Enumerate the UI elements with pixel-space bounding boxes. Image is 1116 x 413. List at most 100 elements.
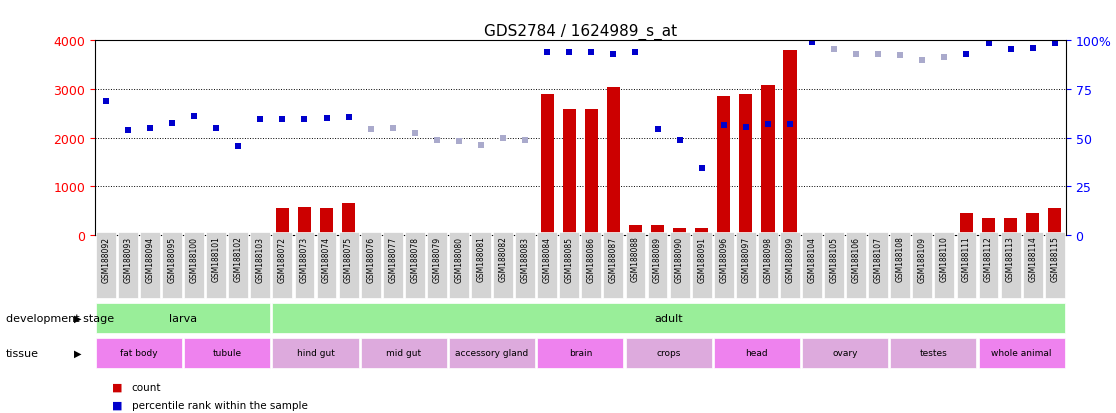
Bar <box>519 234 531 235</box>
Text: GSM188101: GSM188101 <box>212 236 221 282</box>
Text: GSM188103: GSM188103 <box>256 236 264 282</box>
FancyBboxPatch shape <box>250 233 270 299</box>
Text: GSM188112: GSM188112 <box>984 236 993 282</box>
Text: tissue: tissue <box>6 348 39 358</box>
Text: GSM188098: GSM188098 <box>763 236 772 282</box>
Text: GSM188113: GSM188113 <box>1007 236 1016 282</box>
Text: GSM188088: GSM188088 <box>631 236 639 282</box>
Text: ■: ■ <box>112 382 122 392</box>
Bar <box>872 234 885 235</box>
FancyBboxPatch shape <box>537 338 624 368</box>
Bar <box>386 234 400 235</box>
Bar <box>562 109 576 235</box>
FancyBboxPatch shape <box>162 233 182 299</box>
Text: GSM188102: GSM188102 <box>233 236 243 282</box>
FancyBboxPatch shape <box>516 233 535 299</box>
Text: fat body: fat body <box>121 349 157 358</box>
FancyBboxPatch shape <box>1001 233 1020 299</box>
FancyBboxPatch shape <box>360 233 381 299</box>
Text: GSM188106: GSM188106 <box>852 236 860 282</box>
FancyBboxPatch shape <box>96 233 116 299</box>
Bar <box>540 95 554 235</box>
Bar <box>673 228 686 235</box>
FancyBboxPatch shape <box>295 233 315 299</box>
FancyBboxPatch shape <box>317 233 337 299</box>
FancyBboxPatch shape <box>96 338 182 368</box>
Text: ovary: ovary <box>833 349 858 358</box>
FancyBboxPatch shape <box>493 233 513 299</box>
Bar <box>341 204 355 235</box>
FancyBboxPatch shape <box>449 338 535 368</box>
Text: GSM188108: GSM188108 <box>896 236 905 282</box>
Text: GSM188091: GSM188091 <box>698 236 706 282</box>
Text: ▶: ▶ <box>74 348 81 358</box>
Text: ■: ■ <box>112 400 122 410</box>
FancyBboxPatch shape <box>824 233 844 299</box>
Bar <box>585 109 598 235</box>
Text: GSM188089: GSM188089 <box>653 236 662 282</box>
FancyBboxPatch shape <box>626 338 712 368</box>
Bar <box>452 234 465 235</box>
Text: GSM188105: GSM188105 <box>829 236 838 282</box>
Bar <box>1048 209 1061 235</box>
Bar <box>629 225 642 235</box>
Bar <box>1004 218 1018 235</box>
FancyBboxPatch shape <box>229 233 248 299</box>
FancyBboxPatch shape <box>758 233 778 299</box>
Text: GSM188100: GSM188100 <box>190 236 199 282</box>
Bar <box>739 95 752 235</box>
FancyBboxPatch shape <box>780 233 800 299</box>
Text: crops: crops <box>656 349 681 358</box>
Text: brain: brain <box>569 349 591 358</box>
Text: GSM188110: GSM188110 <box>940 236 949 282</box>
Bar <box>937 234 951 235</box>
FancyBboxPatch shape <box>802 338 888 368</box>
Title: GDS2784 / 1624989_s_at: GDS2784 / 1624989_s_at <box>483 24 677 40</box>
Bar <box>849 234 863 235</box>
Text: adult: adult <box>654 313 683 323</box>
Text: GSM188086: GSM188086 <box>587 236 596 282</box>
Text: GSM188073: GSM188073 <box>300 236 309 282</box>
Bar <box>916 234 929 235</box>
Bar <box>497 234 510 235</box>
Text: GSM188111: GSM188111 <box>962 236 971 282</box>
FancyBboxPatch shape <box>272 233 292 299</box>
FancyBboxPatch shape <box>184 233 204 299</box>
Bar <box>827 234 840 235</box>
Bar <box>187 234 201 235</box>
FancyBboxPatch shape <box>581 233 602 299</box>
Text: tubule: tubule <box>213 349 242 358</box>
Text: GSM188074: GSM188074 <box>323 236 331 282</box>
Text: GSM188072: GSM188072 <box>278 236 287 282</box>
FancyBboxPatch shape <box>360 338 446 368</box>
FancyBboxPatch shape <box>537 233 557 299</box>
FancyBboxPatch shape <box>846 233 866 299</box>
Text: whole animal: whole animal <box>991 349 1052 358</box>
Bar <box>320 209 334 235</box>
Bar <box>276 209 289 235</box>
Text: development stage: development stage <box>6 313 114 323</box>
FancyBboxPatch shape <box>647 233 667 299</box>
FancyBboxPatch shape <box>714 233 733 299</box>
Text: ▶: ▶ <box>74 313 81 323</box>
FancyBboxPatch shape <box>956 233 976 299</box>
FancyBboxPatch shape <box>383 233 403 299</box>
Text: accessory gland: accessory gland <box>455 349 529 358</box>
Text: head: head <box>745 349 768 358</box>
Text: hind gut: hind gut <box>297 349 335 358</box>
Bar <box>651 225 664 235</box>
FancyBboxPatch shape <box>338 233 358 299</box>
FancyBboxPatch shape <box>96 303 270 334</box>
FancyBboxPatch shape <box>272 303 1065 334</box>
Text: GSM188087: GSM188087 <box>609 236 618 282</box>
Text: mid gut: mid gut <box>386 349 422 358</box>
FancyBboxPatch shape <box>670 233 690 299</box>
Text: GSM188092: GSM188092 <box>102 236 110 282</box>
FancyBboxPatch shape <box>141 233 160 299</box>
Bar <box>143 234 156 235</box>
FancyBboxPatch shape <box>913 233 932 299</box>
FancyBboxPatch shape <box>868 233 888 299</box>
FancyBboxPatch shape <box>1045 233 1065 299</box>
Bar <box>122 234 135 235</box>
Text: GSM188114: GSM188114 <box>1028 236 1037 282</box>
